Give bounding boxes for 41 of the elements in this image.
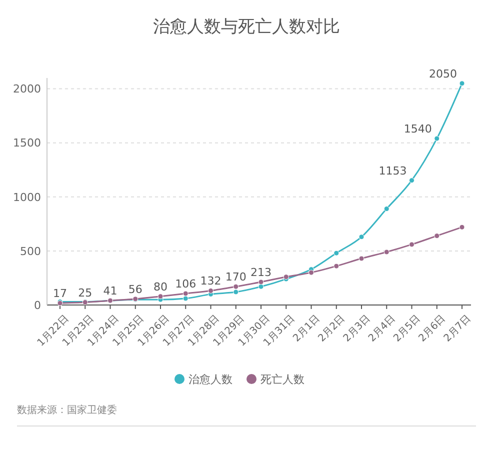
point xyxy=(409,242,414,248)
legend-label: 治愈人数 xyxy=(188,372,232,386)
point xyxy=(158,294,164,300)
legend-label: 死亡人数 xyxy=(260,372,304,386)
point xyxy=(409,178,414,184)
data-label: 56 xyxy=(128,282,142,296)
point xyxy=(384,206,390,212)
point xyxy=(434,136,440,142)
source-note: 数据来源：国家卫健委 xyxy=(17,404,117,416)
point xyxy=(233,284,239,290)
point xyxy=(308,270,314,276)
y-tick-label: 500 xyxy=(20,244,41,258)
data-label: 80 xyxy=(154,280,168,294)
point xyxy=(358,256,364,262)
data-label: 213 xyxy=(250,266,272,279)
data-label: 1540 xyxy=(404,122,432,136)
data-label: 1153 xyxy=(378,164,407,178)
y-tick-label: 0 xyxy=(34,298,41,312)
y-tick-label: 2000 xyxy=(13,82,41,96)
chart-title: 治愈人数与死亡人数对比 xyxy=(153,17,340,37)
data-label: 106 xyxy=(175,278,196,291)
data-label: 41 xyxy=(103,284,118,298)
point xyxy=(182,296,188,302)
point xyxy=(384,249,390,255)
point xyxy=(182,290,188,296)
point xyxy=(334,263,340,269)
point xyxy=(258,279,264,285)
data-label: 25 xyxy=(78,286,92,300)
y-tick-label: 1500 xyxy=(13,136,41,150)
data-label: 17 xyxy=(53,287,67,300)
point xyxy=(233,289,239,295)
point xyxy=(208,288,214,294)
data-label: 2050 xyxy=(429,67,457,80)
data-label: 170 xyxy=(225,270,246,284)
data-label: 132 xyxy=(200,274,222,288)
point xyxy=(334,250,340,256)
point xyxy=(358,234,364,240)
y-tick-label: 1000 xyxy=(13,190,41,204)
point xyxy=(459,224,465,230)
point xyxy=(459,80,465,86)
point xyxy=(434,233,440,239)
